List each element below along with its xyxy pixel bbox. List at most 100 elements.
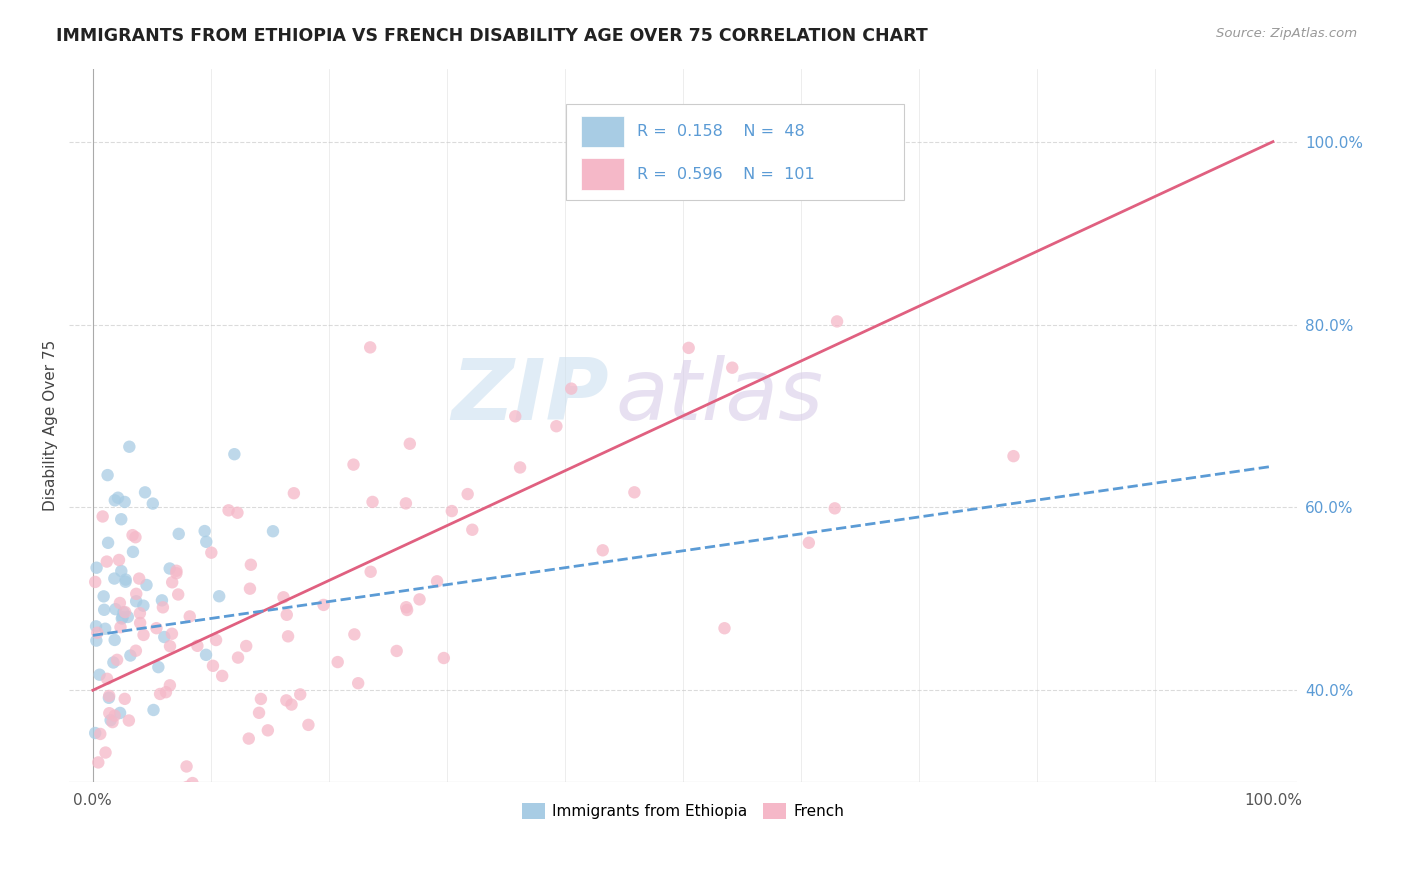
Point (218, 503, 240, 517)
Point (96, 672, 118, 686)
Bar (581, 159, 624, 190)
Point (84, 619, 107, 633)
Point (108, 553, 131, 567)
Point (280, 698, 302, 712)
Point (825, 314, 848, 328)
Point (114, 605, 136, 619)
Point (118, 805, 141, 819)
Point (89, 667, 111, 681)
Point (104, 493, 127, 508)
Point (114, 573, 136, 587)
Point (101, 715, 124, 730)
Point (87, 756, 110, 770)
Point (503, 409, 526, 424)
Point (276, 607, 298, 622)
Point (103, 572, 125, 586)
Point (343, 627, 366, 641)
Point (128, 606, 150, 620)
Point (179, 609, 201, 624)
Point (262, 524, 284, 539)
Point (623, 485, 645, 500)
Point (509, 460, 531, 475)
Point (97, 468, 120, 483)
Point (104, 632, 127, 647)
Point (713, 621, 735, 635)
Point (186, 639, 208, 653)
Point (201, 658, 224, 673)
Point (290, 688, 312, 702)
Point (94, 622, 117, 636)
Point (1002, 449, 1025, 463)
Point (224, 447, 246, 461)
Point (114, 574, 136, 589)
Point (110, 564, 132, 578)
Point (176, 780, 198, 794)
Point (134, 485, 156, 500)
Text: IMMIGRANTS FROM ETHIOPIA VS FRENCH DISABILITY AGE OVER 75 CORRELATION CHART: IMMIGRANTS FROM ETHIOPIA VS FRENCH DISAB… (56, 27, 928, 45)
Point (120, 648, 142, 663)
Point (159, 639, 181, 653)
Point (721, 360, 744, 375)
Point (125, 587, 148, 601)
Point (91, 509, 114, 524)
Point (149, 687, 172, 701)
Point (135, 578, 157, 592)
Point (93, 590, 115, 604)
Point (142, 703, 165, 717)
Point (235, 639, 257, 653)
Point (96, 555, 118, 569)
Point (112, 605, 135, 619)
Point (110, 512, 132, 526)
Point (159, 678, 181, 692)
Point (297, 718, 319, 732)
Point (104, 602, 127, 616)
Text: Source: ZipAtlas.com: Source: ZipAtlas.com (1216, 27, 1357, 40)
Point (200, 546, 222, 560)
Point (283, 486, 305, 500)
Point (360, 565, 382, 579)
Point (181, 776, 204, 790)
Point (108, 596, 131, 610)
Point (824, 501, 846, 516)
Legend: Immigrants from Ethiopia, French: Immigrants from Ethiopia, French (516, 797, 851, 825)
Bar (581, 116, 624, 147)
Point (84, 726, 107, 740)
Point (97, 690, 120, 705)
Point (226, 506, 249, 520)
Point (114, 495, 136, 509)
Point (247, 706, 270, 720)
Point (145, 621, 167, 635)
Point (103, 656, 125, 670)
Point (132, 628, 155, 642)
Point (276, 693, 298, 707)
Point (93, 603, 115, 617)
Point (148, 660, 170, 674)
Point (86, 633, 108, 648)
Text: atlas: atlas (616, 355, 824, 438)
Point (461, 523, 484, 537)
Bar (567, 104, 904, 201)
Point (160, 626, 183, 640)
Point (167, 587, 190, 601)
Point (395, 496, 418, 510)
Point (433, 651, 456, 665)
Point (118, 440, 141, 454)
Point (152, 600, 174, 615)
Point (205, 633, 228, 648)
Point (165, 566, 187, 581)
Point (153, 630, 176, 644)
Point (111, 610, 134, 624)
Point (150, 593, 173, 607)
Point (312, 598, 335, 612)
Point (155, 884, 177, 892)
Point (398, 436, 420, 450)
Point (361, 495, 384, 509)
Point (114, 691, 136, 706)
Point (100, 713, 122, 727)
Point (105, 653, 128, 667)
Point (125, 594, 148, 608)
Point (211, 669, 233, 683)
Point (108, 706, 131, 720)
Point (86, 625, 108, 640)
Point (359, 340, 381, 354)
